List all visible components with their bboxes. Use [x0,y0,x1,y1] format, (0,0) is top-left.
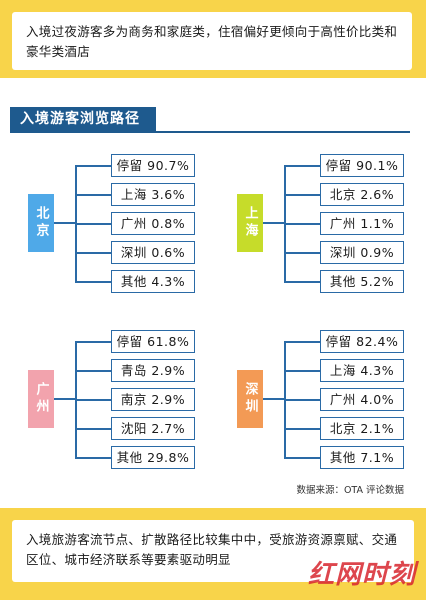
connector-branch [284,165,320,167]
city-block-shenzhen: 深圳 停留 82.4% 上海 4.3% 广州 4.0% 北京 2.1% 其他 7… [219,330,419,470]
connector-branch [75,457,111,459]
connector-branch [284,399,320,401]
destination-item: 停留 61.8% [111,330,195,353]
city-label-guangzhou: 广州 [28,370,54,428]
connector-branch [284,194,320,196]
connector-branch [284,457,320,459]
section-title: 入境游客浏览路径 [10,107,410,133]
destination-item: 广州 4.0% [320,388,404,411]
destination-item: 深圳 0.9% [320,241,404,264]
connector-branch [75,428,111,430]
connector-stem [263,222,285,224]
connector-branch [75,341,111,343]
city-block-beijing: 北京 停留 90.7% 上海 3.6% 广州 0.8% 深圳 0.6% 其他 4… [10,154,210,294]
destination-item: 北京 2.6% [320,183,404,206]
header-summary: 入境过夜游客多为商务和家庭类，住宿偏好更倾向于高性价比类和豪华类酒店 [12,12,412,70]
connector-branch [284,370,320,372]
connector-branch [75,252,111,254]
connector-branch [284,252,320,254]
connector-stem [54,222,76,224]
destination-item: 上海 3.6% [111,183,195,206]
destination-item: 广州 0.8% [111,212,195,235]
destination-item: 其他 7.1% [320,446,404,469]
connector-branch [284,428,320,430]
destination-item: 上海 4.3% [320,359,404,382]
data-source-note: 数据来源：OTA 评论数据 [296,485,404,496]
destination-item: 沈阳 2.7% [111,417,195,440]
destination-item: 停留 90.1% [320,154,404,177]
city-label-shanghai: 上海 [237,194,263,252]
connector-branch [75,281,111,283]
city-block-shanghai: 上海 停留 90.1% 北京 2.6% 广州 1.1% 深圳 0.9% 其他 5… [219,154,419,294]
watermark-logo: 红网时刻 [307,560,416,590]
footer-summary: 入境旅游客流节点、扩散路径比较集中中，受旅游资源禀赋、交通区位、城市经济联系等要… [12,520,414,582]
city-label-beijing: 北京 [28,194,54,252]
connector-branch [75,370,111,372]
connector-branch [75,194,111,196]
city-label-shenzhen: 深圳 [237,370,263,428]
connector-branch [284,223,320,225]
connector-branch [75,399,111,401]
connector-stem [263,398,285,400]
connector-branch [75,165,111,167]
connector-branch [75,223,111,225]
destination-item: 广州 1.1% [320,212,404,235]
city-block-guangzhou: 广州 停留 61.8% 青岛 2.9% 南京 2.9% 沈阳 2.7% 其他 2… [10,330,210,470]
destination-item: 深圳 0.6% [111,241,195,264]
destination-item: 停留 82.4% [320,330,404,353]
destination-item: 青岛 2.9% [111,359,195,382]
connector-branch [284,281,320,283]
connector-stem [54,398,76,400]
destination-item: 南京 2.9% [111,388,195,411]
connector-branch [284,341,320,343]
destination-item: 其他 29.8% [111,446,195,469]
destination-item: 其他 4.3% [111,270,195,293]
destination-item: 其他 5.2% [320,270,404,293]
destination-item: 停留 90.7% [111,154,195,177]
destination-item: 北京 2.1% [320,417,404,440]
